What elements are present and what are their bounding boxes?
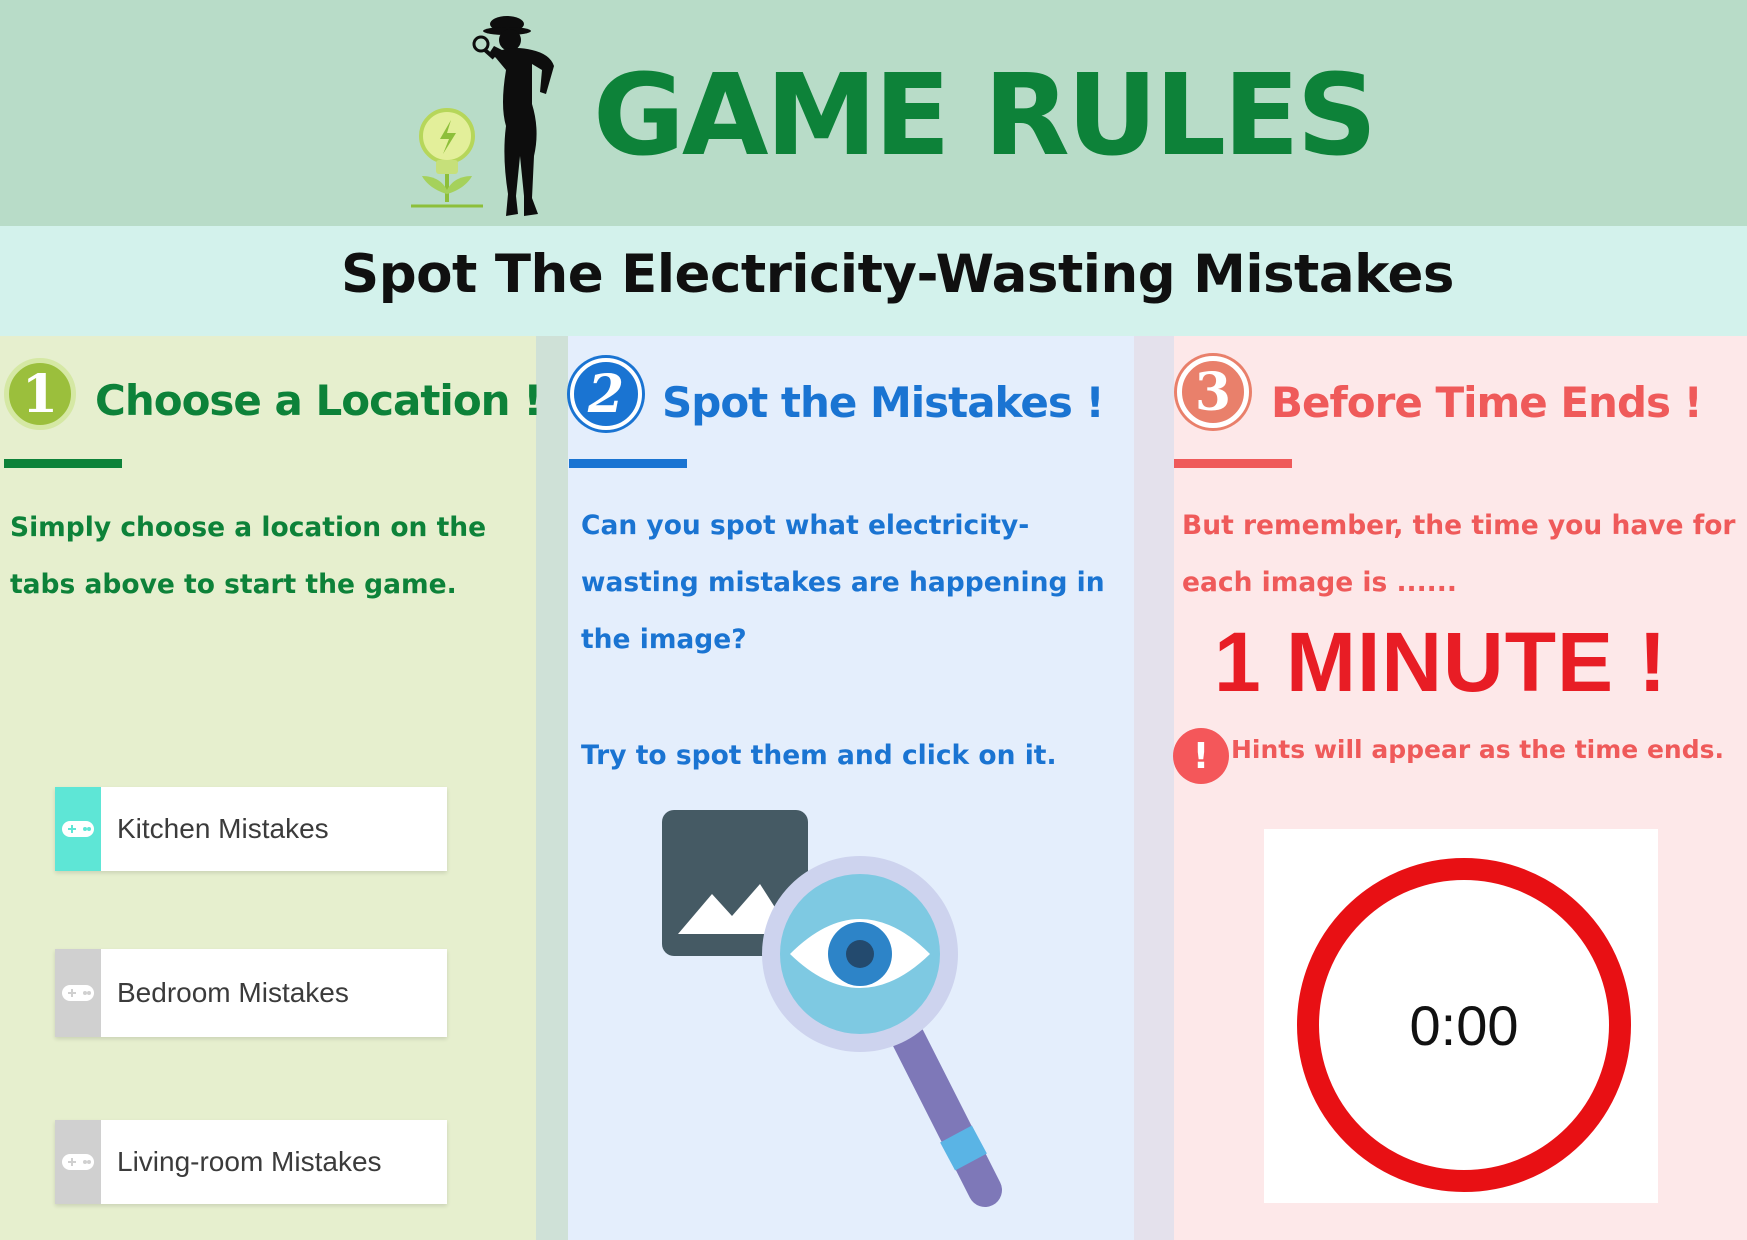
kitchen-mistakes-button[interactable]: Kitchen Mistakes [55,787,447,871]
column-divider [536,336,568,1240]
detective-silhouette-icon [472,16,554,216]
image-search-illustration [662,810,1002,1207]
hint-alert-icon: ! [1173,728,1229,784]
page-subtitle: Spot The Electricity-Wasting Mistakes [341,244,1454,305]
gamepad-icon [55,1120,101,1204]
location-label: Kitchen Mistakes [117,813,329,844]
step-3-title: Before Time Ends ! [1271,378,1703,427]
step-2-line: the image? [581,624,747,655]
location-label: Bedroom Mistakes [117,977,349,1008]
step-1-title: Choose a Location ! [95,376,542,425]
header-banner [0,0,1747,226]
location-label: Living-room Mistakes [117,1146,382,1177]
step-2-line: Can you spot what electricity- [581,510,1030,541]
column-divider [1134,336,1174,1240]
step-2-line: wasting mistakes are happening in [581,567,1105,598]
time-limit-text: 1 MINUTE ! [1214,615,1668,709]
living-room-mistakes-button[interactable]: Living-room Mistakes [55,1120,447,1204]
step-2-description: Can you spot what electricity- wasting m… [581,497,1105,668]
countdown-timer: 0:00 [1297,858,1631,1192]
step-1-line: Simply choose a location on the [10,512,487,543]
lightbulb-plant-icon [411,108,483,208]
subtitle-band [0,226,1747,338]
step-1-line: tabs above to start the game. [10,569,457,600]
hint-text: Hints will appear as the time ends. [1231,735,1724,764]
step-1-number-badge: 1 [4,358,76,430]
step-3-underline [1174,459,1292,468]
step-2-panel [568,336,1134,1240]
step-1-description: Simply choose a location on the tabs abo… [10,499,486,613]
bedroom-mistakes-button[interactable]: Bedroom Mistakes [55,949,447,1037]
step-3-line: But remember, the time you have for [1182,510,1736,541]
step-3-number-badge: 3 [1177,356,1249,428]
step-1-underline [4,459,122,468]
step-2-number-badge: 2 [570,358,642,430]
gamepad-icon [55,949,101,1037]
step-3-line: each image is ...... [1182,567,1457,598]
step-2-title: Spot the Mistakes ! [662,378,1105,427]
timer-value: 0:00 [1409,993,1519,1057]
step-2-instruction: Try to spot them and click on it. [581,740,1057,771]
game-title: GAME RULES [593,51,1377,181]
step-2-underline [569,459,687,468]
magnifier-eye-icon [762,856,1002,1207]
gamepad-icon [55,787,101,871]
step-3-description: But remember, the time you have for each… [1182,497,1736,611]
